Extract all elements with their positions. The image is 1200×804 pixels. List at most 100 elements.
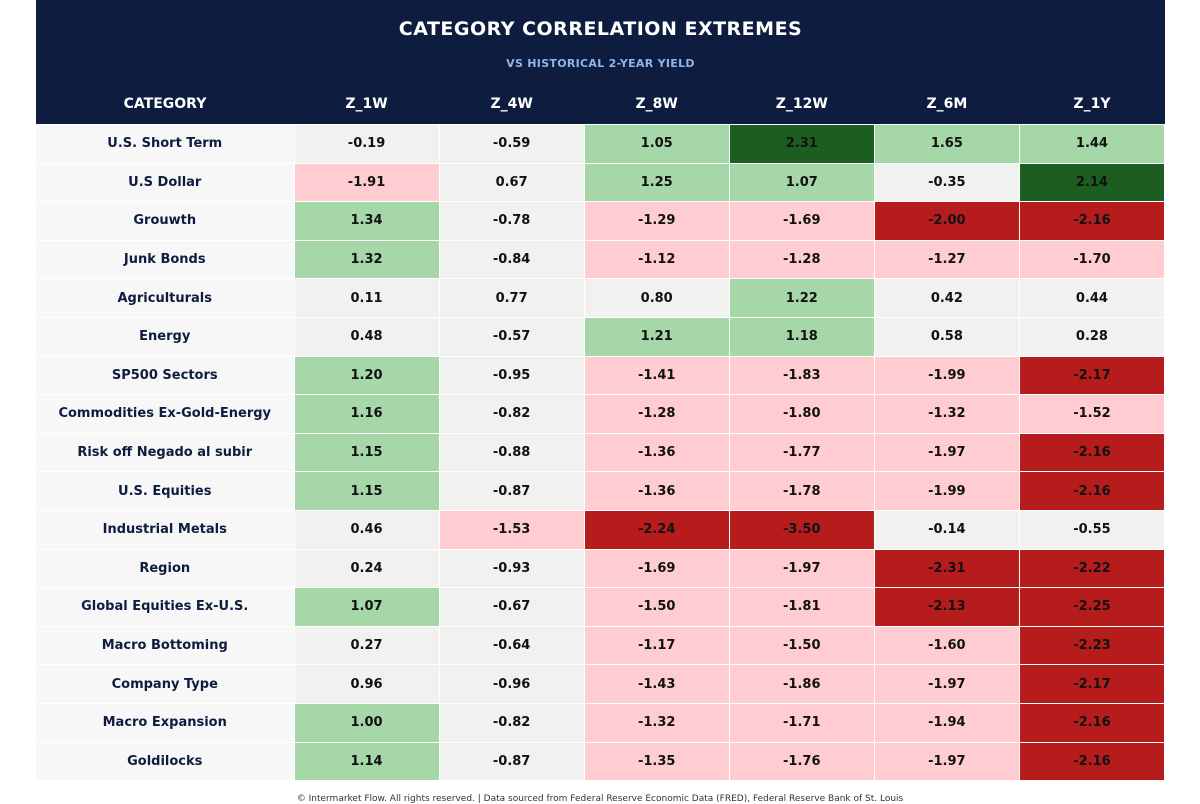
zscore-cell: 0.28 [1018, 316, 1166, 357]
zscore-cell: -0.82 [438, 702, 585, 743]
zscore-cell: 1.65 [873, 124, 1020, 164]
zscore-cell: 1.44 [1018, 124, 1166, 164]
zscore-cell: 1.00 [293, 702, 440, 743]
zscore-cell: -1.97 [728, 548, 875, 589]
zscore-cell: -2.16 [1018, 471, 1166, 511]
category-label: U.S Dollar [36, 162, 295, 203]
table-row: Agriculturals 0.11 0.77 0.80 1.22 0.42 0.44 [36, 278, 1166, 318]
category-label: Macro Bottoming [36, 625, 295, 666]
table-row: Risk off Negado al subir 1.15 -0.88 -1.36 -1… [36, 432, 1166, 473]
category-label: Energy [36, 316, 295, 357]
zscore-cell: -2.13 [873, 587, 1020, 627]
zscore-cell: -0.87 [438, 741, 585, 782]
zscore-cell: -2.16 [1018, 741, 1166, 782]
column-header: Z_1W [294, 84, 440, 125]
category-label: Junk Bonds [36, 239, 295, 280]
table-row: Commodities Ex-Gold-Energy 1.16 -0.82 -1.28… [36, 394, 1166, 434]
zscore-cell: -0.19 [293, 124, 440, 164]
table-row: Macro Bottoming 0.27 -0.64 -1.17 -1.50 -1.60-… [36, 625, 1166, 666]
zscore-cell: -1.27 [873, 239, 1020, 280]
category-label: Industrial Metals [36, 509, 295, 550]
zscore-cell: -0.87 [438, 471, 585, 511]
zscore-cell: 0.96 [293, 664, 440, 704]
zscore-cell: -1.94 [873, 702, 1020, 743]
zscore-cell: 0.77 [438, 278, 585, 318]
table-row: SP500 Sectors 1.20 -0.95 -1.41 -1.83 -1.99 -2.… [36, 355, 1166, 396]
zscore-cell: -0.93 [438, 548, 585, 589]
zscore-cell: -1.52 [1018, 394, 1166, 434]
zscore-cell: 0.44 [1018, 278, 1166, 318]
zscore-cell: -0.35 [873, 162, 1020, 203]
zscore-cell: 0.58 [873, 316, 1020, 357]
zscore-cell: -0.88 [438, 432, 585, 473]
zscore-cell: -1.28 [583, 394, 730, 434]
category-label: SP500 Sectors [36, 355, 295, 396]
zscore-cell: 0.46 [293, 509, 440, 550]
page-title: CATEGORY CORRELATION EXTREMES [398, 18, 803, 40]
zscore-cell: 0.27 [293, 625, 440, 666]
table-row: U.S. Equities 1.15 -0.87 -1.36 -1.78 -1.99 -2.… [36, 471, 1166, 511]
zscore-cell: 0.24 [293, 548, 440, 589]
zscore-cell: -3.50 [728, 509, 875, 550]
zscore-cell: -2.16 [1018, 702, 1166, 743]
zscore-cell: -1.69 [583, 548, 730, 589]
zscore-cell: -1.97 [873, 741, 1020, 782]
zscore-cell: -1.76 [728, 741, 875, 782]
table-body: U.S. Short Term -0.19 -0.59 1.05 2.31 1.65 1.4… [36, 124, 1166, 782]
table-row: Goldilocks 1.14 -0.87 -1.35 -1.76 -1.97 -2.16 [36, 741, 1166, 782]
zscore-cell: -0.64 [438, 625, 585, 666]
zscore-cell: -2.17 [1018, 664, 1166, 704]
zscore-cell: -2.16 [1018, 432, 1166, 473]
zscore-cell: 1.15 [293, 471, 440, 511]
zscore-cell: -2.23 [1018, 625, 1166, 666]
category-label: Agriculturals [36, 278, 295, 318]
zscore-cell: -0.57 [438, 316, 585, 357]
zscore-cell: -1.41 [583, 355, 730, 396]
zscore-cell: -1.35 [583, 741, 730, 782]
table-row: Macro Expansion 1.00 -0.82 -1.32 -1.71 -1.94-… [36, 702, 1166, 743]
zscore-cell: -1.80 [728, 394, 875, 434]
table-row: Company Type 0.96 -0.96 -1.43 -1.86 -1.97 -2.1… [36, 664, 1166, 704]
footer-credits: © Intermarket Flow. All rights reserved.… [296, 794, 904, 804]
zscore-cell: 1.34 [293, 201, 440, 241]
zscore-cell: -1.43 [583, 664, 730, 704]
table-row: U.S Dollar -1.91 0.67 1.25 1.07 -0.35 2.14 [36, 162, 1166, 203]
zscore-cell: -2.00 [873, 201, 1020, 241]
zscore-cell: -1.83 [728, 355, 875, 396]
zscore-cell: -1.29 [583, 201, 730, 241]
category-label: Global Equities Ex-U.S. [36, 587, 295, 627]
table-row: U.S. Short Term -0.19 -0.59 1.05 2.31 1.65 1.4… [36, 124, 1166, 164]
table-row: Energy 0.48 -0.57 1.21 1.18 0.58 0.28 [36, 316, 1166, 357]
table-row: Region 0.24 -0.93 -1.69 -1.97 -2.31 -2.22 [36, 548, 1166, 589]
zscore-cell: 1.16 [293, 394, 440, 434]
zscore-cell: 1.21 [583, 316, 730, 357]
zscore-cell: -1.28 [728, 239, 875, 280]
category-label: Risk off Negado al subir [36, 432, 295, 473]
category-label: Goldilocks [36, 741, 295, 782]
zscore-cell: -2.16 [1018, 201, 1166, 241]
zscore-cell: 1.07 [728, 162, 875, 203]
zscore-cell: -0.78 [438, 201, 585, 241]
zscore-cell: 2.31 [728, 124, 875, 164]
zscore-cell: -1.78 [728, 471, 875, 511]
zscore-cell: -2.17 [1018, 355, 1166, 396]
zscore-cell: 1.25 [583, 162, 730, 203]
zscore-cell: -1.50 [583, 587, 730, 627]
zscore-cell: -2.22 [1018, 548, 1166, 589]
zscore-cell: -1.69 [728, 201, 875, 241]
table-row: Global Equities Ex-U.S. 1.07 -0.67 -1.50 -1.… [36, 587, 1166, 627]
zscore-cell: -1.77 [728, 432, 875, 473]
category-label: Commodities Ex-Gold-Energy [36, 394, 295, 434]
zscore-cell: 1.20 [293, 355, 440, 396]
zscore-cell: 0.48 [293, 316, 440, 357]
zscore-cell: -1.60 [873, 625, 1020, 666]
zscore-cell: -1.53 [438, 509, 585, 550]
page-subtitle: VS HISTORICAL 2-YEAR YIELD [506, 57, 695, 70]
category-label: Grouwth [36, 201, 295, 241]
table-row: Industrial Metals 0.46 -1.53 -2.24 -3.50 -0.1… [36, 509, 1166, 550]
category-label: U.S. Short Term [36, 124, 295, 164]
zscore-cell: 1.18 [728, 316, 875, 357]
zscore-cell: 1.22 [728, 278, 875, 318]
category-label: Macro Expansion [36, 702, 295, 743]
zscore-cell: -1.32 [873, 394, 1020, 434]
